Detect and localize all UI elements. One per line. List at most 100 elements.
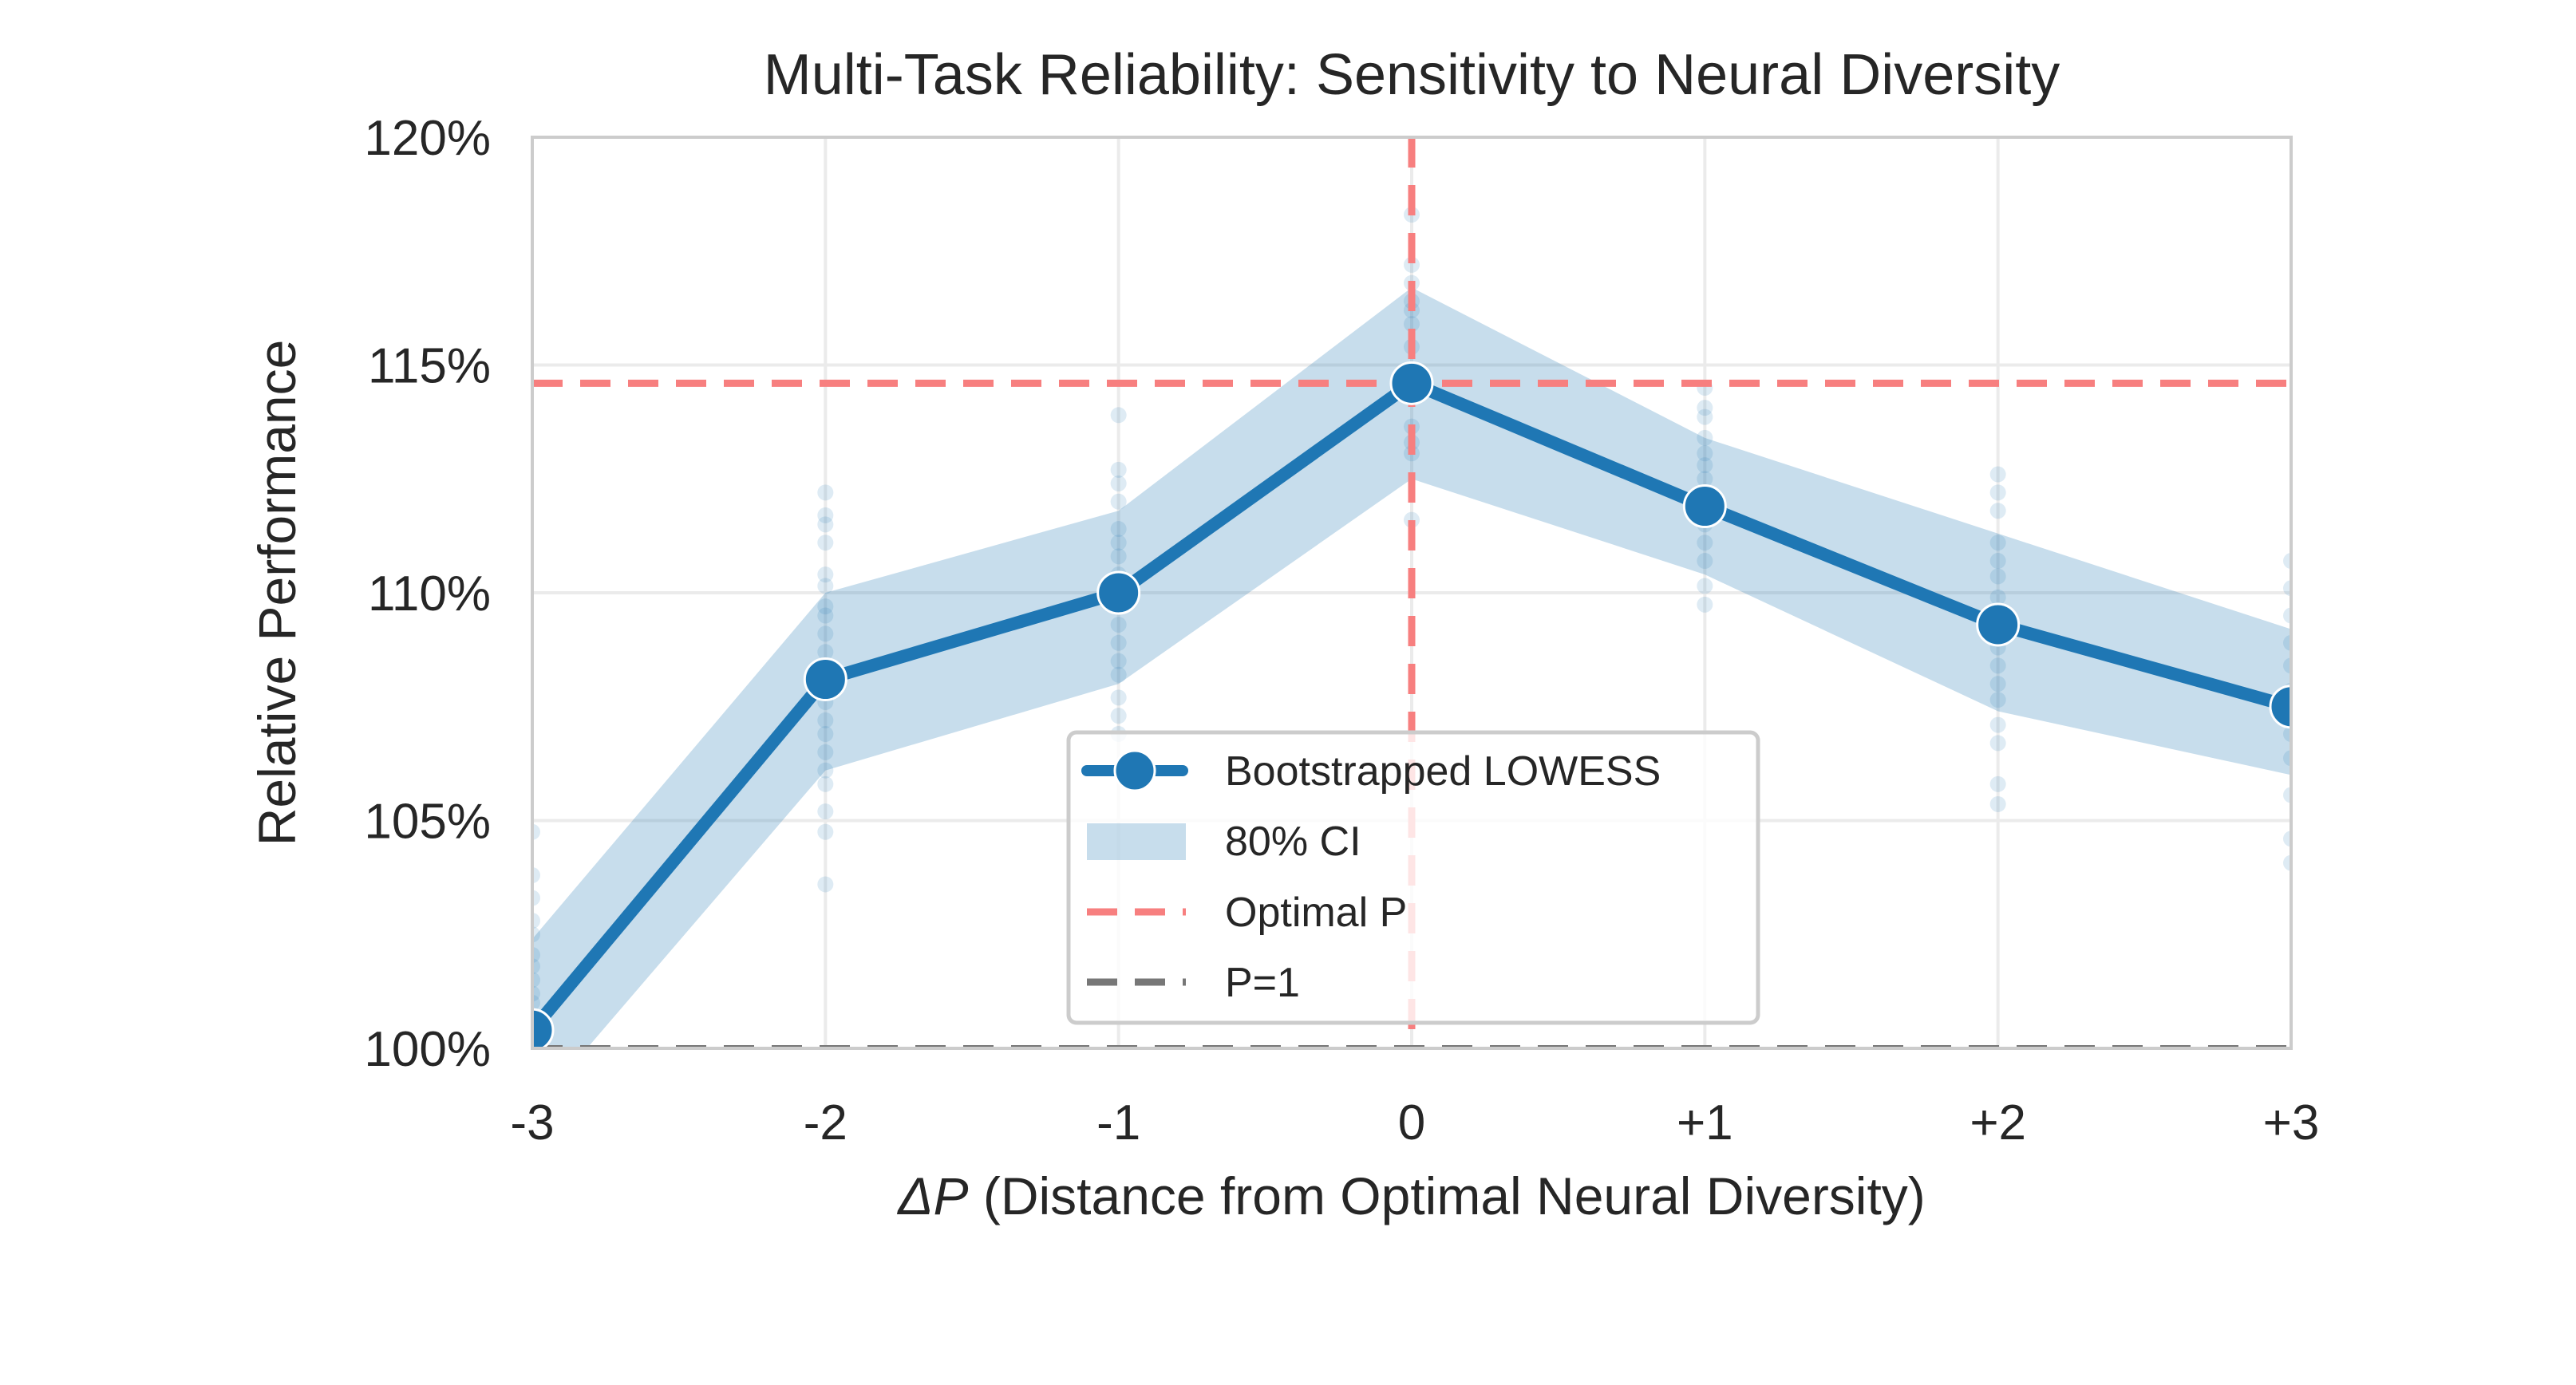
legend: Bootstrapped LOWESS 80% CI Optimal P P=1 xyxy=(1066,730,1760,1025)
scatter-point xyxy=(532,994,540,1011)
scatter-point xyxy=(817,507,834,523)
chart-title: Multi-Task Reliability: Sensitivity to N… xyxy=(764,43,2060,107)
x-axis-label: ΔP (Distance from Optimal Neural Diversi… xyxy=(896,1166,1926,1225)
x-tick-label: +1 xyxy=(1677,1095,1733,1150)
x-axis-label-text: (Distance from Optimal Neural Diversity) xyxy=(969,1166,1926,1225)
scatter-point xyxy=(1110,535,1127,551)
scatter-point xyxy=(1110,666,1127,683)
scatter-point xyxy=(817,803,834,820)
scatter-point xyxy=(817,516,834,533)
plot-marks xyxy=(532,137,2291,1048)
scatter-point xyxy=(1989,692,2006,708)
scatter-point xyxy=(1989,466,2006,483)
scatter-point xyxy=(2283,831,2291,847)
scatter-point xyxy=(1110,689,1127,706)
scatter-point xyxy=(2283,787,2291,803)
x-tick-label: -3 xyxy=(510,1095,554,1150)
x-axis-label-symbol: ΔP xyxy=(896,1166,968,1225)
legend-label: 80% CI xyxy=(1225,819,1361,865)
scatter-point xyxy=(817,712,834,728)
plot-frame xyxy=(531,136,2293,1050)
scatter-point xyxy=(1697,471,1713,487)
scatter-point xyxy=(2283,854,2291,871)
scatter-point xyxy=(1697,578,1713,594)
scatter-point xyxy=(1989,535,2006,551)
series-point xyxy=(2269,685,2291,729)
legend-label: P=1 xyxy=(1225,960,1300,1006)
scatter-point xyxy=(817,535,834,551)
legend-item-lowess: Bootstrapped LOWESS xyxy=(1081,748,1661,795)
scatter-point xyxy=(817,744,834,760)
x-tick-label: 0 xyxy=(1398,1095,1425,1150)
scatter-point xyxy=(1110,653,1127,669)
legend-item-p1: P=1 xyxy=(1087,960,1300,1006)
series-point xyxy=(1096,570,1141,615)
scatter-point xyxy=(1697,400,1713,416)
scatter-point xyxy=(1110,616,1127,633)
scatter-point xyxy=(1989,589,2006,606)
x-tick-label: -2 xyxy=(804,1095,847,1150)
legend-swatch xyxy=(1087,823,1186,860)
scatter-point xyxy=(1989,795,2006,812)
scatter-point xyxy=(2283,553,2291,570)
scatter-point xyxy=(817,762,834,779)
scatter-point xyxy=(2283,726,2291,743)
scatter-point xyxy=(1697,445,1713,462)
legend-box xyxy=(1066,730,1760,1025)
scatter-point xyxy=(817,607,834,624)
scatter-point xyxy=(1697,408,1713,425)
scatter-point xyxy=(1110,493,1127,510)
scatter-point xyxy=(1404,316,1420,333)
y-axis-label: Relative Performance xyxy=(247,340,306,846)
scatter-point xyxy=(1989,735,2006,752)
scatter-point xyxy=(1697,457,1713,474)
series-point xyxy=(803,657,847,701)
scatter-point xyxy=(1989,484,2006,501)
scatter-point xyxy=(1989,775,2006,792)
scatter-point xyxy=(532,913,540,929)
scatter-point xyxy=(1697,553,1713,570)
scatter-point xyxy=(1697,535,1713,551)
scatter-point xyxy=(817,566,834,583)
scatter-point xyxy=(1989,716,2006,733)
series-point xyxy=(1682,484,1727,529)
y-tick-label: 115% xyxy=(368,339,491,394)
y-tick-label: 105% xyxy=(364,795,491,850)
scatter-point xyxy=(1989,568,2006,585)
scatter-point xyxy=(817,578,834,594)
scatter-point xyxy=(817,726,834,743)
scatter-point xyxy=(1110,461,1127,478)
scatter-point xyxy=(1989,553,2006,570)
scatter-point xyxy=(817,775,834,792)
scatter-point xyxy=(532,890,540,906)
scatter-point xyxy=(1404,256,1420,273)
scatter-point xyxy=(1110,634,1127,651)
scatter-point xyxy=(1404,511,1420,528)
series-point xyxy=(532,1008,555,1048)
scatter-point xyxy=(1697,596,1713,613)
scatter-point xyxy=(532,985,540,1002)
scatter-point xyxy=(817,598,834,615)
x-tick-label: +2 xyxy=(1970,1095,2026,1150)
scatter-point xyxy=(532,867,540,884)
scatter-point xyxy=(532,958,540,975)
scatter-point xyxy=(2283,634,2291,651)
scatter-point xyxy=(1110,407,1127,424)
scatter-point xyxy=(1989,676,2006,692)
ticks: -3 -2 -1 0 +1 +2 +3 100% 105% 110% 115% 120% xyxy=(364,111,2319,1150)
legend-label: Optimal P xyxy=(1225,890,1407,936)
legend-item-optimal: Optimal P xyxy=(1087,890,1407,936)
x-tick-label: -1 xyxy=(1096,1095,1140,1150)
scatter-point xyxy=(532,823,540,840)
scatter-point xyxy=(532,972,540,988)
scatter-point xyxy=(2283,750,2291,767)
scatter-point xyxy=(1697,429,1713,446)
y-tick-label: 120% xyxy=(364,111,491,166)
scatter-point xyxy=(1989,657,2006,674)
legend-marker-icon xyxy=(1113,749,1156,792)
scatter-point xyxy=(532,946,540,963)
scatter-point xyxy=(532,926,540,943)
scatter-point xyxy=(817,823,834,840)
scatter-point xyxy=(2283,580,2291,597)
